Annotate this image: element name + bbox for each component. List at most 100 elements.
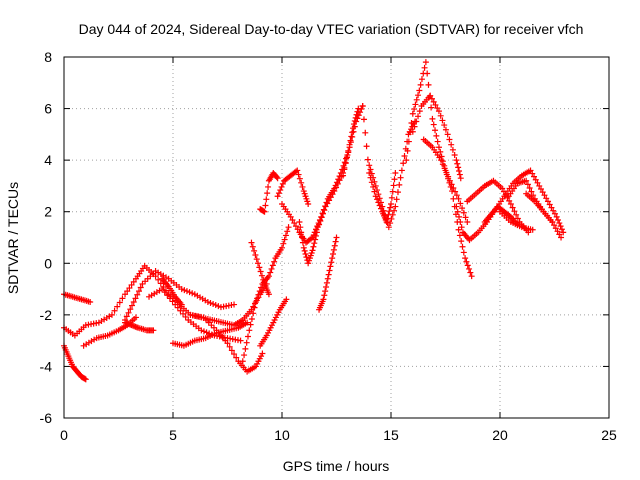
data-point [546,201,553,208]
x-tick-label: 0 [60,427,68,443]
data-point [541,192,548,199]
data-point [455,226,462,233]
data-point [316,216,323,223]
data-point [331,242,338,249]
data-point [256,288,263,295]
data-point [303,254,310,261]
data-point [438,157,445,164]
data-point [372,182,379,189]
data-point [279,244,285,251]
data-point [549,219,556,226]
data-point [210,301,217,308]
data-point [248,239,255,246]
data-point [248,315,255,322]
data-point [150,327,157,334]
series-7 [122,319,157,334]
data-point [164,292,171,299]
data-point [274,175,281,182]
data-point [289,216,296,223]
data-point [435,144,442,151]
data-point [169,298,176,305]
data-point [340,172,347,179]
data-point [132,295,139,302]
data-point [278,183,285,190]
data-point [264,190,271,197]
data-point [263,196,270,203]
data-point [298,179,305,186]
data-point [556,231,563,238]
data-point [181,287,188,294]
data-point [557,223,564,230]
y-tick-label: -2 [40,307,53,323]
x-tick-label: 25 [601,427,617,443]
data-point [448,181,455,188]
data-point [351,117,358,124]
y-tick-label: -4 [40,358,53,374]
data-point [322,288,329,295]
data-point [507,200,514,207]
series-8 [159,275,185,308]
chart-title: Day 044 of 2024, Sidereal Day-to-day VTE… [79,21,584,37]
data-point [326,267,333,274]
series-5 [122,268,238,324]
plot-frame [63,56,610,419]
data-point [252,298,259,305]
series-14 [257,170,281,215]
data-point [403,157,410,164]
data-point [388,215,395,222]
data-point [350,121,357,128]
data-point [362,129,369,136]
data-point [124,288,131,295]
data-point [398,167,405,174]
data-point [429,115,436,122]
data-point [558,226,565,233]
data-point [324,275,331,282]
data-point [439,117,446,124]
data-point [443,169,450,176]
data-point [265,291,272,298]
data-point [388,194,395,201]
data-point [314,223,321,230]
data-point [282,232,289,239]
data-point [553,213,560,220]
gridlines [64,57,609,418]
data-point [379,203,386,210]
data-point [397,174,404,181]
data-point [404,147,411,154]
series-3 [61,291,94,305]
data-point [250,303,257,310]
data-point [462,255,469,262]
data-point [367,166,374,173]
data-point [387,220,394,227]
data-point [554,216,561,223]
data-point [269,262,276,269]
data-point [349,129,356,136]
data-point [499,185,506,192]
data-point [409,110,416,117]
data-point [231,301,238,308]
data-point [401,153,408,160]
data-point [380,207,387,214]
data-point [258,284,265,291]
data-point [233,354,240,361]
data-point [332,238,339,245]
data-point [451,151,458,158]
data-point [444,131,451,138]
data-point [253,256,260,263]
data-point [463,258,470,265]
data-point [396,181,403,188]
data-point [249,243,256,250]
data-point [502,191,509,198]
series-25 [420,136,471,226]
data-point [329,255,336,262]
data-point [531,173,538,180]
data-point [130,298,137,305]
data-point [198,327,205,334]
data-point [283,296,290,303]
data-point [265,183,272,190]
data-point [261,208,268,215]
data-point [310,243,317,250]
data-point [458,238,465,245]
data-point [457,175,464,182]
data-point [456,171,463,178]
